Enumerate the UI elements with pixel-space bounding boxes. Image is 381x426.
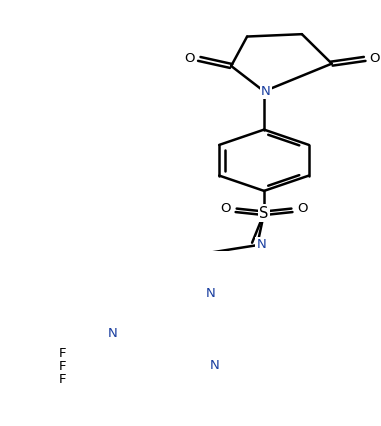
Text: N: N — [210, 359, 219, 372]
Text: O: O — [220, 202, 231, 215]
Text: N: N — [261, 85, 271, 98]
Text: O: O — [298, 202, 308, 215]
Text: F: F — [59, 360, 66, 374]
Text: F: F — [59, 348, 66, 360]
Text: N: N — [256, 238, 266, 251]
Text: O: O — [184, 52, 195, 66]
Text: O: O — [370, 52, 380, 66]
Text: N: N — [107, 327, 117, 340]
Text: N: N — [206, 288, 216, 300]
Text: S: S — [259, 206, 269, 221]
Text: F: F — [59, 374, 66, 386]
